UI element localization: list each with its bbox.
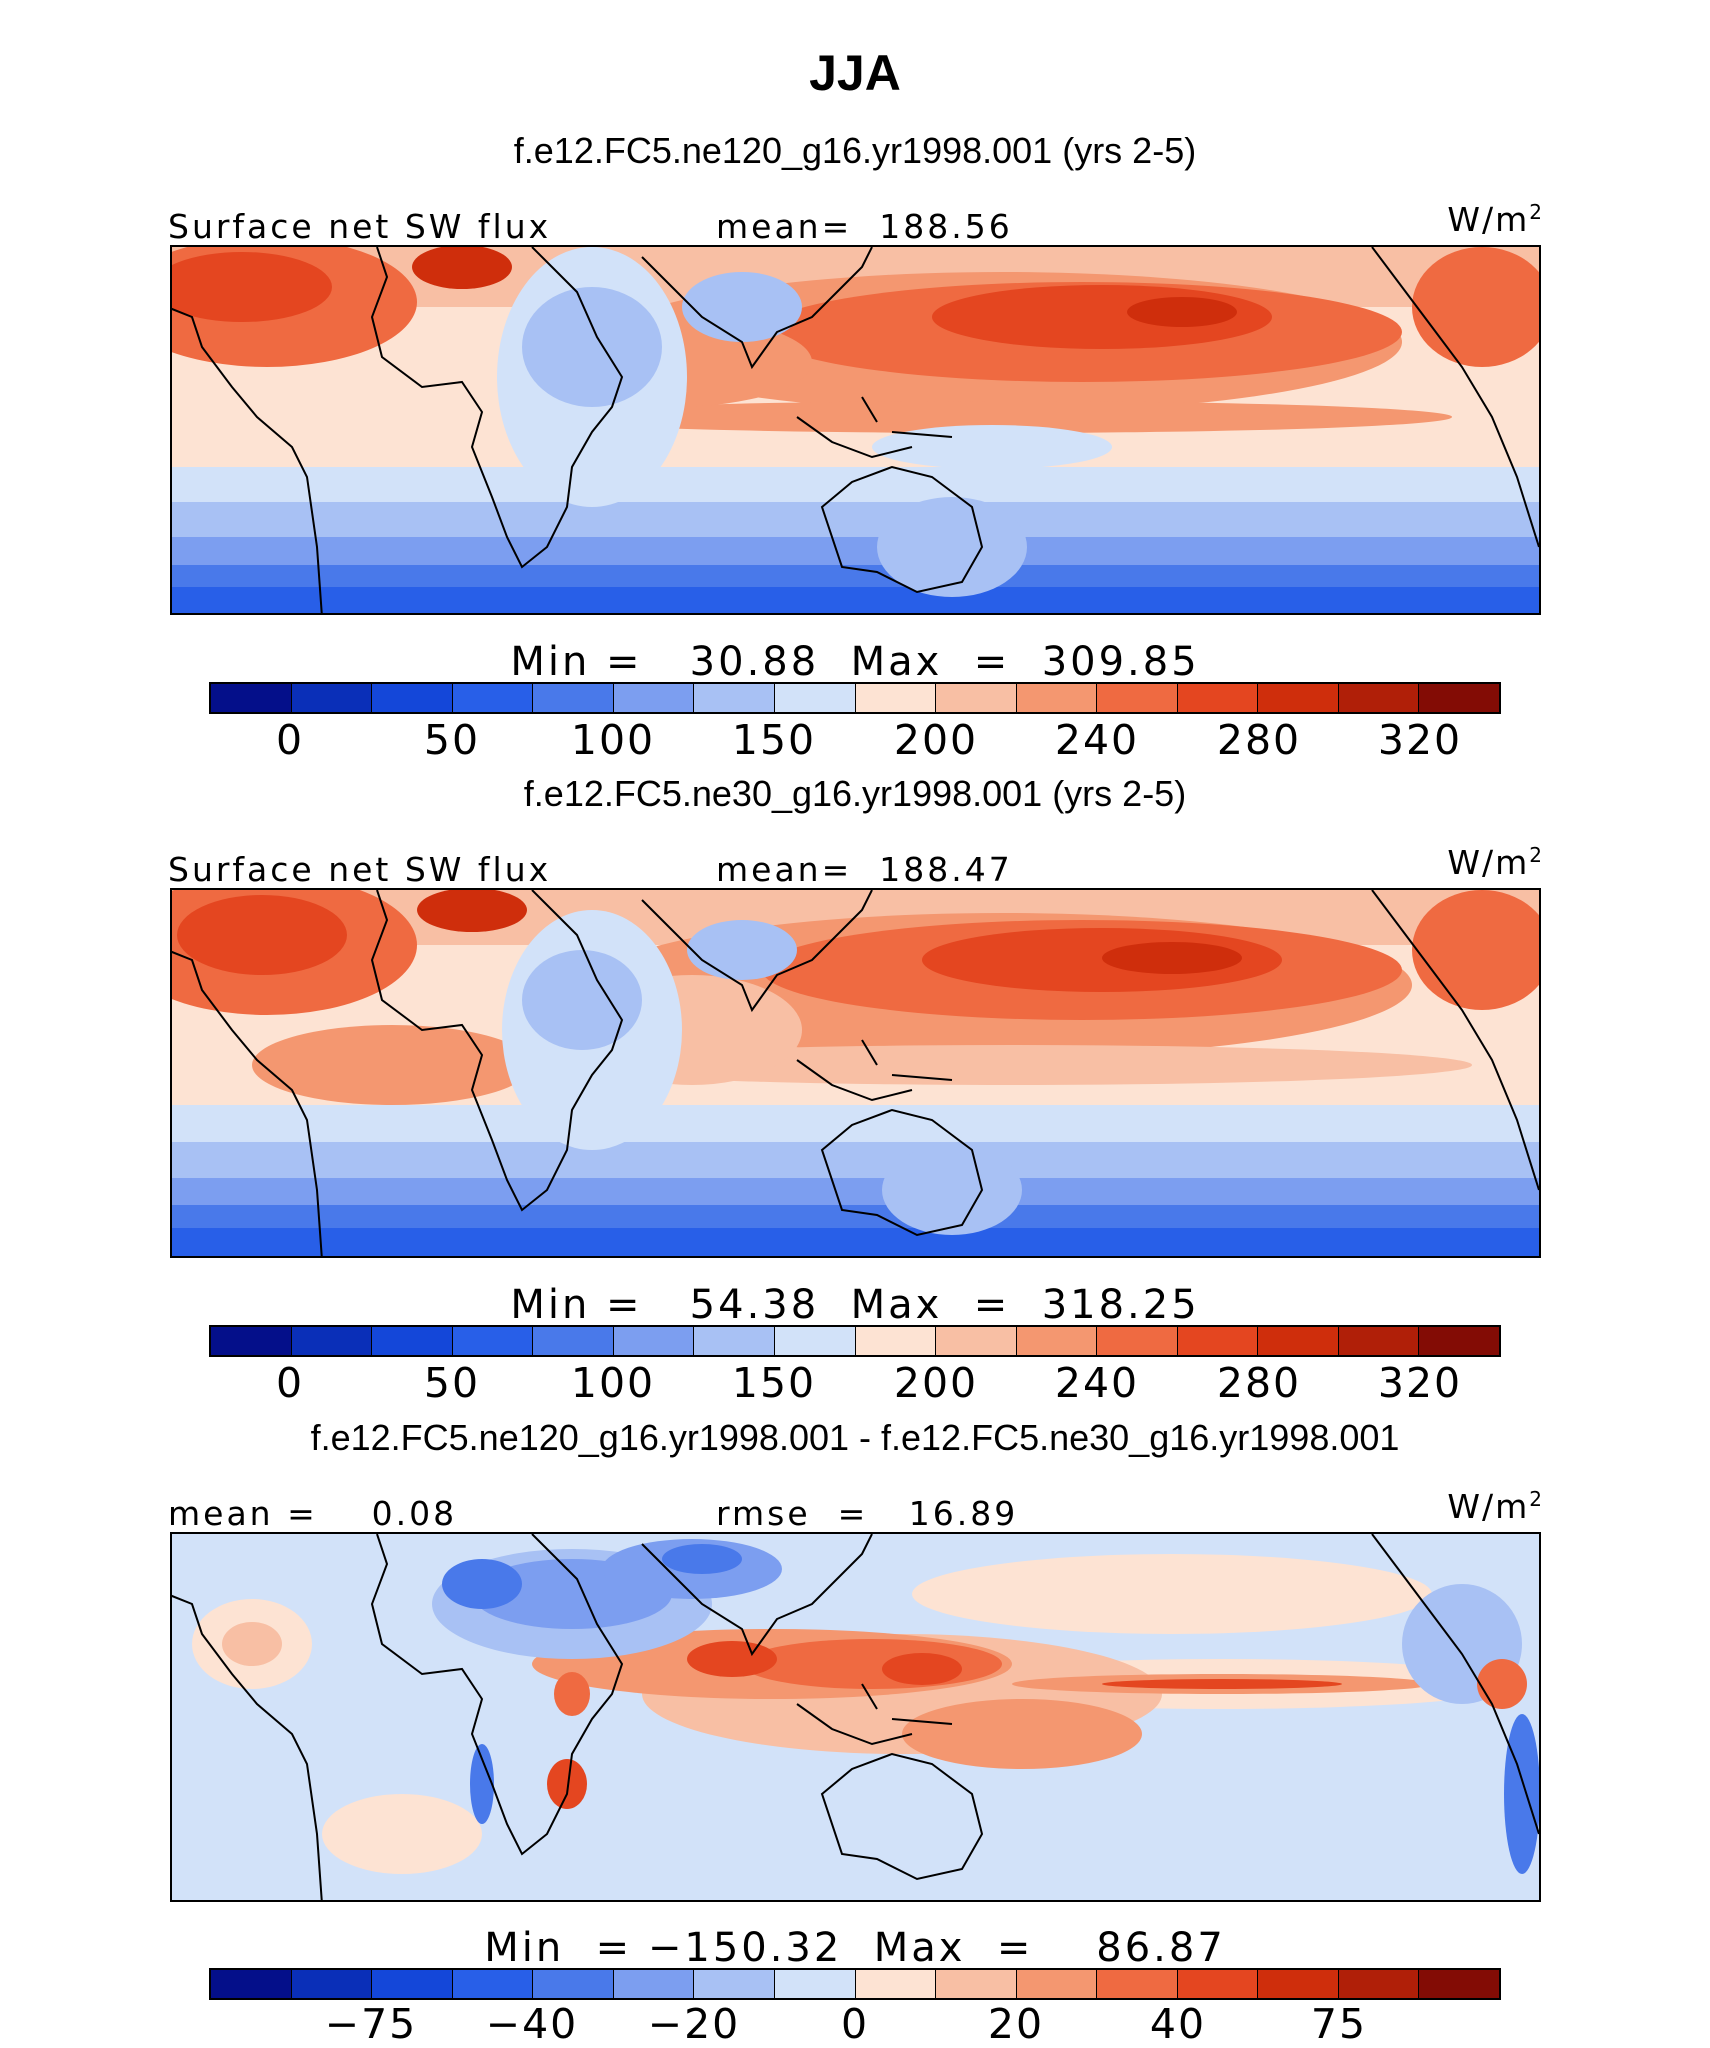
panel3-minmax: Min = −150.32 Max = 86.87 [484, 1925, 1226, 1971]
panel3-map-field [172, 1534, 1539, 1900]
swatch [1016, 684, 1098, 712]
swatch [1338, 1970, 1420, 1998]
panel2-variable-label: Surface net SW flux [168, 850, 552, 889]
swatch [774, 684, 856, 712]
panel1-variable-label: Surface net SW flux [168, 207, 552, 246]
swatch [855, 1327, 937, 1355]
swatch [936, 1970, 1017, 1998]
swatch [1097, 1970, 1178, 1998]
panel1-tick: 150 [731, 716, 817, 764]
panel1-map [170, 245, 1541, 615]
swatch [694, 1327, 775, 1355]
panel2-map [170, 888, 1541, 1258]
swatch [855, 1970, 937, 1998]
swatch [1016, 1970, 1098, 1998]
panel2-tick: 320 [1377, 1359, 1463, 1407]
swatch [694, 1970, 775, 1998]
panel3-rmse-label: rmse = 16.89 [716, 1494, 1019, 1533]
panel2-mean-label: mean= 188.47 [716, 850, 1013, 889]
swatch [372, 1970, 453, 1998]
panel3-units: W/m2 [1447, 1487, 1542, 1526]
swatch [291, 1327, 373, 1355]
swatch [1338, 684, 1420, 712]
swatch [1419, 1327, 1499, 1355]
swatch [1097, 1327, 1178, 1355]
panel2-units: W/m2 [1447, 843, 1542, 882]
panel3-tick: 0 [840, 2000, 870, 2048]
swatch [936, 1327, 1017, 1355]
panel3-tick: 20 [987, 2000, 1045, 2048]
panel1-tick: 100 [570, 716, 656, 764]
panel3-colorbar [209, 1968, 1501, 2000]
swatch [855, 684, 937, 712]
swatch [211, 1327, 292, 1355]
panel1-mean-label: mean= 188.56 [716, 207, 1013, 246]
panel1-map-field [172, 247, 1539, 613]
panel1-tick: 240 [1054, 716, 1140, 764]
panel2-tick: 0 [275, 1359, 305, 1407]
panel3-tick: −20 [647, 2000, 741, 2048]
swatch [1419, 1970, 1499, 1998]
panel1-tick: 320 [1377, 716, 1463, 764]
swatch [372, 1327, 453, 1355]
swatch [533, 684, 614, 712]
swatch [1258, 684, 1339, 712]
swatch [613, 1970, 695, 1998]
swatch [291, 1970, 373, 1998]
panel1-tick: 280 [1216, 716, 1302, 764]
swatch [1338, 1327, 1420, 1355]
swatch [613, 684, 695, 712]
swatch [774, 1327, 856, 1355]
panel3-mean-label: mean = 0.08 [168, 1494, 458, 1533]
swatch [372, 684, 453, 712]
swatch [291, 684, 373, 712]
panel2-tick: 100 [570, 1359, 656, 1407]
panel2-tick: 240 [1054, 1359, 1140, 1407]
panel2-case-title: f.e12.FC5.ne30_g16.yr1998.001 (yrs 2-5) [523, 773, 1187, 814]
swatch [533, 1970, 614, 1998]
panel3-map [170, 1532, 1541, 1902]
figure-title: JJA [809, 45, 901, 101]
panel3-tick: 75 [1310, 2000, 1368, 2048]
panel3-tick: −40 [485, 2000, 579, 2048]
panel3-tick: 40 [1149, 2000, 1207, 2048]
swatch [1419, 684, 1499, 712]
panel1-units: W/m2 [1447, 200, 1542, 239]
panel1-tick: 0 [275, 716, 305, 764]
panel1-case-title: f.e12.FC5.ne120_g16.yr1998.001 (yrs 2-5) [513, 130, 1197, 171]
panel1-colorbar [209, 682, 1501, 714]
swatch [211, 684, 292, 712]
panel1-tick: 50 [423, 716, 481, 764]
swatch [1177, 1970, 1259, 1998]
panel1-minmax: Min = 30.88 Max = 309.85 [510, 639, 1200, 685]
panel2-minmax: Min = 54.38 Max = 318.25 [510, 1282, 1200, 1328]
swatch [613, 1327, 695, 1355]
swatch [533, 1327, 614, 1355]
swatch [211, 1970, 292, 1998]
swatch [1258, 1327, 1339, 1355]
swatch [1258, 1970, 1339, 1998]
panel2-tick: 50 [423, 1359, 481, 1407]
panel2-tick: 200 [893, 1359, 979, 1407]
panel2-tick: 280 [1216, 1359, 1302, 1407]
panel3-case-title: f.e12.FC5.ne120_g16.yr1998.001 - f.e12.F… [310, 1417, 1400, 1458]
swatch [694, 684, 775, 712]
swatch [452, 1970, 534, 1998]
panel2-map-field [172, 890, 1539, 1256]
swatch [1177, 1327, 1259, 1355]
swatch [1177, 684, 1259, 712]
panel3-tick: −75 [324, 2000, 418, 2048]
panel2-colorbar [209, 1325, 1501, 1357]
swatch [452, 1327, 534, 1355]
swatch [1097, 684, 1178, 712]
swatch [452, 684, 534, 712]
swatch [774, 1970, 856, 1998]
swatch [1016, 1327, 1098, 1355]
panel2-tick: 150 [731, 1359, 817, 1407]
panel1-tick: 200 [893, 716, 979, 764]
swatch [936, 684, 1017, 712]
